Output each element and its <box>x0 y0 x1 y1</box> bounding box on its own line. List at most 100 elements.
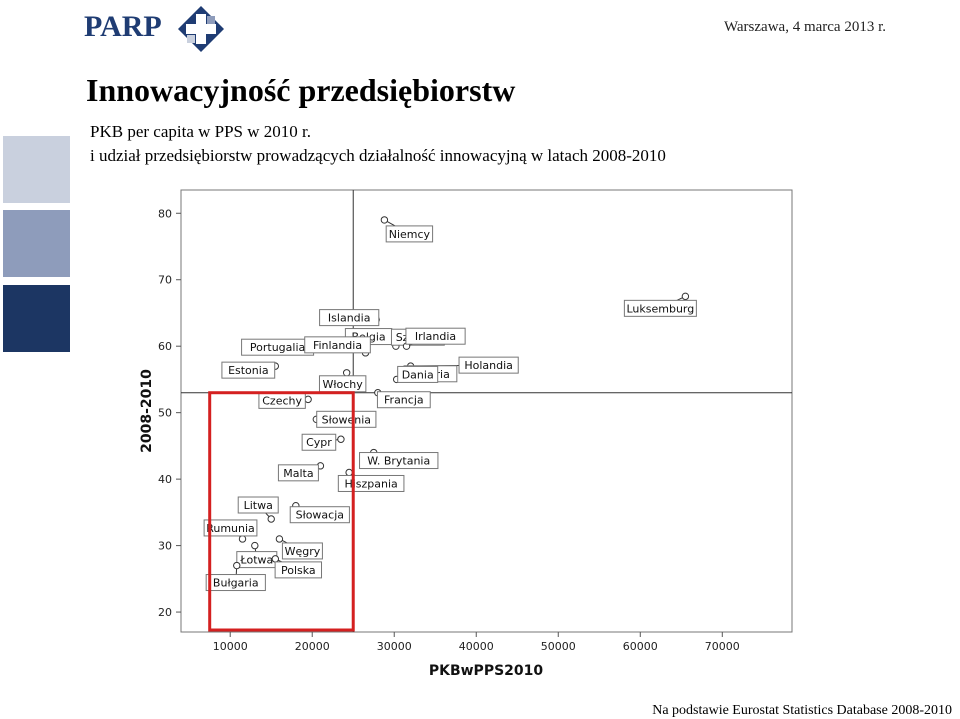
data-point: Polska <box>271 555 323 579</box>
data-point: Francja <box>374 389 431 409</box>
data-point: Łotwa <box>236 541 278 569</box>
data-point: Słowenia <box>312 410 377 428</box>
point-label: Węgry <box>285 545 321 558</box>
page-title: Innowacyjność przedsiębiorstw <box>86 72 516 108</box>
data-point: Włochy <box>318 369 367 393</box>
point-label: Holandia <box>464 359 513 372</box>
y-tick-label: 30 <box>158 540 172 553</box>
point-label-box <box>274 561 323 579</box>
point-label-box <box>376 391 431 409</box>
data-point: Rumunia <box>203 519 258 543</box>
data-point: Litwa <box>237 496 279 523</box>
point-label: Bułgaria <box>213 577 259 590</box>
y-tick-label: 70 <box>158 274 172 287</box>
point-marker <box>251 541 259 550</box>
data-point: Węgry <box>275 535 323 560</box>
point-marker <box>271 555 280 563</box>
side-block-dark <box>3 285 70 352</box>
point-label-box <box>203 519 258 537</box>
subtitle-line-2: i udział przedsiębiorstw prowadzących dz… <box>90 146 666 165</box>
point-marker <box>342 369 351 377</box>
side-block-medium <box>3 210 70 277</box>
data-points: NiemcyLuksemburgIslandiaBelgiaSzwecjaIrl… <box>203 216 697 592</box>
point-label-box <box>385 225 434 243</box>
data-point: Portugalia <box>241 338 315 356</box>
x-axis-title: PKBwPPS2010 <box>429 663 544 679</box>
x-tick-label: 20000 <box>295 640 330 653</box>
point-label-box <box>301 433 337 451</box>
point-label: Islandia <box>328 312 371 325</box>
point-label: Łotwa <box>239 554 273 567</box>
y-tick-label: 20 <box>158 606 172 619</box>
x-tick-label: 10000 <box>213 640 248 653</box>
point-label: Estonia <box>228 364 269 377</box>
point-label-box <box>359 452 439 470</box>
data-point: Cypr <box>301 433 345 451</box>
point-label-box <box>319 309 380 327</box>
logo-text: PARP <box>84 10 162 43</box>
x-axis-ticks: 10000 20000 30000 40000 50000 60000 70000 <box>213 632 740 653</box>
data-point: Niemcy <box>380 216 434 243</box>
point-label-box <box>289 506 350 524</box>
source-footer: Na podstawie Eurostat Statistics Databas… <box>652 703 952 718</box>
point-label: Luksemburg <box>626 302 694 315</box>
point-label-box <box>405 327 466 345</box>
logo-mark-icon <box>178 6 224 52</box>
y-tick-label: 60 <box>158 340 172 353</box>
point-marker <box>238 535 247 543</box>
point-label: W. Brytania <box>367 455 430 468</box>
data-point: Finlandia <box>304 336 371 357</box>
point-label: Francja <box>384 394 424 407</box>
data-point: Luksemburg <box>623 292 697 317</box>
data-point: Słowacja <box>289 502 350 524</box>
date-label: Warszawa, 4 marca 2013 r. <box>723 19 886 35</box>
point-label: Słowenia <box>322 413 371 426</box>
point-label: Czechy <box>262 394 302 407</box>
point-label: Irlandia <box>415 330 456 343</box>
point-label: Dania <box>402 368 434 381</box>
point-marker <box>267 515 275 523</box>
point-label-box <box>316 410 377 428</box>
point-label: Litwa <box>244 499 273 512</box>
data-point: Dania <box>392 365 439 384</box>
data-point: W. Brytania <box>359 448 439 470</box>
highlight-region <box>208 391 355 632</box>
x-tick-label: 60000 <box>623 640 658 653</box>
point-marker <box>380 216 389 224</box>
data-point: Estonia <box>221 361 280 379</box>
point-label: Słowacja <box>296 509 344 522</box>
x-tick-label: 70000 <box>705 640 740 653</box>
y-tick-label: 40 <box>158 473 172 486</box>
x-tick-label: 30000 <box>377 640 412 653</box>
side-block-light <box>3 136 70 203</box>
point-marker <box>275 535 284 543</box>
point-label-box <box>277 464 319 482</box>
point-label: Polska <box>281 564 316 577</box>
point-label-box <box>397 365 439 383</box>
data-point: Holandia <box>406 356 519 374</box>
point-label-box <box>237 496 279 514</box>
point-label: Włochy <box>323 378 364 391</box>
y-axis-title: 2008-2010 <box>139 369 155 453</box>
point-label-box <box>304 336 371 354</box>
y-tick-label: 50 <box>158 407 172 420</box>
subtitle-line-1: PKB per capita w PPS w 2010 r. <box>90 122 311 141</box>
point-label-box <box>623 299 697 317</box>
point-label-box <box>221 361 276 379</box>
point-label: Malta <box>283 467 313 480</box>
point-label-box <box>205 574 266 592</box>
point-label-box <box>281 542 323 560</box>
point-marker <box>681 292 690 301</box>
y-tick-label: 80 <box>158 207 172 220</box>
data-point: Bułgaria <box>205 561 266 592</box>
point-marker <box>304 395 312 404</box>
data-point: Irlandia <box>402 327 466 350</box>
data-point: Islandia <box>319 309 380 327</box>
data-point: Malta <box>277 462 325 482</box>
y-axis-ticks: 20 30 40 50 60 70 80 <box>158 207 181 619</box>
data-point: Czechy <box>258 391 312 409</box>
point-label: Cypr <box>306 436 332 449</box>
point-label: Hiszpania <box>344 477 397 490</box>
parp-logo: PARP <box>84 4 234 54</box>
